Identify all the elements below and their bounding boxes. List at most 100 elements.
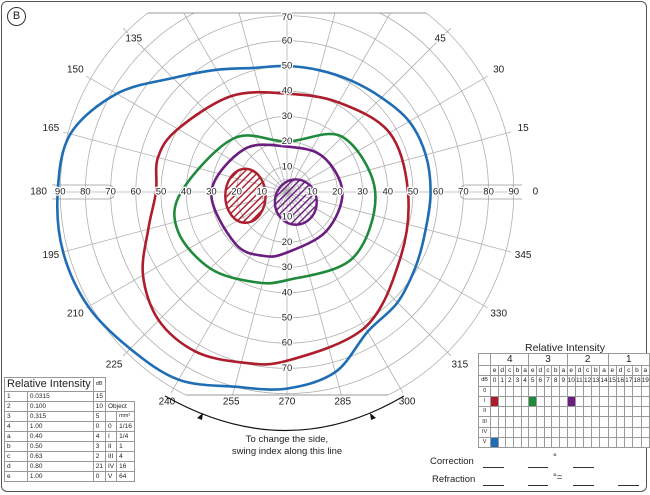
corner-blank (477, 364, 492, 377)
object-label: III (477, 416, 492, 428)
hatch-line (274, 179, 317, 225)
grid-cell (543, 416, 553, 428)
row-value: 0.315 (26, 411, 94, 422)
ring-label-right-30: 30 (357, 187, 368, 198)
grid-cell (599, 406, 609, 418)
refraction-field-4[interactable] (618, 485, 639, 486)
grid-cell (558, 416, 568, 428)
db-label: dB (477, 375, 492, 387)
grid-cell (607, 385, 617, 397)
refraction-label: Refraction (432, 474, 476, 485)
meridian-label-0: 0 (533, 187, 539, 198)
grid-cell (591, 395, 601, 408)
ring-label-right-80: 80 (483, 187, 494, 198)
grid-cell (591, 416, 601, 428)
grid-cell (624, 395, 634, 408)
db-value: 12 (582, 375, 593, 387)
isopter-I2e (210, 143, 344, 258)
correction-label: Correction (430, 456, 474, 467)
grid-cell (497, 437, 507, 449)
row-key: 1 (4, 391, 28, 402)
grid-cell (497, 385, 507, 397)
ring-label-right-60: 60 (433, 187, 444, 198)
grid-cell (624, 426, 634, 439)
corner-blank (477, 353, 492, 366)
letter-header: b (513, 364, 522, 377)
grid-cell (640, 385, 650, 397)
db-value: 11 (574, 375, 584, 387)
correction-field-1[interactable] (483, 467, 504, 468)
grid-cell (505, 395, 515, 408)
grid-cell (536, 406, 545, 418)
object-size: I (104, 431, 118, 442)
refraction-field-1[interactable] (483, 485, 504, 486)
correction-degree: ° (553, 452, 557, 463)
hatch-line (274, 179, 317, 225)
grid-cell (520, 406, 530, 418)
marked-cell (490, 395, 499, 408)
grid-cell (599, 437, 609, 449)
grid-cell (543, 395, 553, 408)
row-key: 3 (4, 411, 28, 422)
hatch-line (225, 168, 266, 223)
grid-cell (591, 385, 601, 397)
refraction-field-2[interactable] (528, 485, 548, 486)
polar-grid (52, 12, 522, 396)
grid-cell (582, 395, 593, 408)
grid-cell (505, 437, 515, 449)
letter-header: a (640, 364, 650, 377)
group-header: 1 (607, 353, 650, 366)
intensity-row: 1 0.0315 15 (4, 391, 135, 402)
letter-header: a (599, 364, 609, 377)
grid-cell (536, 395, 545, 408)
grid-cell (513, 426, 522, 439)
row-value: 0.80 (26, 461, 94, 472)
letter-header: a (520, 364, 530, 377)
db-value: 6 (536, 375, 545, 387)
row-value: 1.00 (26, 471, 94, 482)
right-axis-pill (458, 184, 522, 200)
correction-field-3[interactable] (573, 467, 594, 468)
grid-clipped (55, 13, 519, 395)
grid-cell (528, 426, 538, 439)
meridian-30 (286, 75, 488, 193)
mm-header: mm² (116, 411, 135, 422)
letter-header: c (582, 364, 593, 377)
letter-header: d (574, 364, 584, 377)
row-key: e (4, 471, 28, 482)
correction-field-2[interactable] (528, 467, 548, 468)
db-value: 2 (505, 375, 515, 387)
grid-cell (551, 416, 560, 428)
ring-label-down-30: 30 (282, 262, 293, 273)
grid-cell (528, 437, 538, 449)
refraction-degree-equals: °= (553, 472, 563, 483)
row-value: 0.0315 (26, 391, 94, 402)
grid-cell (640, 416, 650, 428)
refraction-field-3[interactable] (573, 485, 594, 486)
grid-cell (574, 426, 584, 439)
object-size: IV (104, 461, 118, 472)
db-value: 8 (551, 375, 560, 387)
ring-label-down-60: 60 (282, 338, 293, 349)
row-db: 10 (92, 401, 107, 412)
ring-label-left-30: 30 (206, 187, 217, 198)
grid-cell (543, 426, 553, 439)
db-value: 3 (513, 375, 522, 387)
db-value: 16 (615, 375, 626, 387)
grid-cell (566, 406, 576, 418)
row-key: d (4, 461, 28, 472)
object-label: 0 (477, 385, 492, 397)
grid-cell (574, 406, 584, 418)
intensity-row: c 0.63 2 III 4 (4, 451, 135, 462)
grid-cell (632, 416, 642, 428)
meridian-label-195: 195 (43, 250, 60, 261)
grid-cell (624, 385, 634, 397)
letter-header: c (543, 364, 553, 377)
db-value: 4 (520, 375, 530, 387)
db-value: 7 (543, 375, 553, 387)
row-db: 15 (92, 391, 107, 402)
grid-cell (624, 437, 634, 449)
object-blank (104, 411, 118, 422)
